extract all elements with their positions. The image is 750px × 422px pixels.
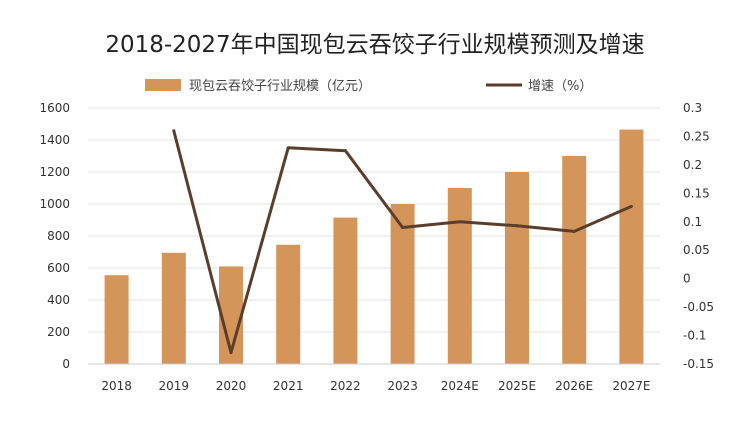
left-tick-label: 400 (47, 293, 70, 307)
x-tick-label: 2023 (387, 379, 418, 393)
left-tick-label: 1600 (39, 101, 70, 115)
bar-2019 (161, 252, 186, 364)
growth-point-2021 (286, 146, 290, 150)
right-tick-label: 0.05 (683, 243, 710, 257)
legend-swatch-bar (145, 79, 181, 91)
growth-point-2027E (629, 204, 633, 208)
legend-label-line: 增速（%） (528, 79, 592, 94)
bar-2026E (562, 156, 587, 364)
left-tick-label: 600 (47, 261, 70, 275)
bar-2022 (333, 217, 358, 364)
growth-point-2025E (515, 224, 519, 228)
growth-point-2023 (401, 225, 405, 229)
x-tick-label: 2024E (441, 379, 479, 393)
right-tick-label: -0.05 (683, 300, 714, 314)
right-tick-label: 0.25 (683, 129, 710, 143)
growth-point-2024E (458, 220, 462, 224)
right-tick-label: 0 (683, 272, 691, 286)
right-axis: -0.15 -0.1 -0.05 0 0.05 0.1 0.15 0.2 0.25 0.3 (683, 101, 714, 371)
growth-point-2026E (572, 229, 576, 233)
bar-2027E (619, 129, 644, 364)
x-tick-label: 2020 (216, 379, 247, 393)
chart-legend: 现包云吞饺子行业规模（亿元） 增速（%） (145, 79, 592, 94)
right-tick-label: 0.2 (683, 158, 702, 172)
bars-layer (104, 129, 644, 364)
right-tick-label: 0.15 (683, 186, 710, 200)
growth-point-2020 (229, 351, 233, 355)
bar-2018 (104, 275, 129, 364)
x-tick-label: 2019 (159, 379, 190, 393)
bar-2024E (447, 188, 472, 364)
left-tick-label: 800 (47, 229, 70, 243)
x-tick-label: 2022 (330, 379, 361, 393)
left-tick-label: 1000 (39, 197, 70, 211)
left-tick-label: 1400 (39, 133, 70, 147)
x-tick-label: 2025E (498, 379, 536, 393)
legend-label-bar: 现包云吞饺子行业规模（亿元） (189, 79, 371, 94)
left-axis: 0 200 400 600 800 1000 1200 1400 1600 (39, 101, 70, 371)
x-tick-label: 2027E (612, 379, 650, 393)
left-tick-label: 1200 (39, 165, 70, 179)
growth-point-2022 (343, 149, 347, 153)
x-tick-label: 2026E (555, 379, 593, 393)
x-axis: 2018 2019 2020 2021 2022 2023 2024E 2025E 2026E 2… (88, 363, 660, 393)
bar-2021 (276, 244, 301, 364)
x-tick-label: 2018 (101, 379, 132, 393)
right-tick-label: 0.3 (683, 101, 702, 115)
bar-2023 (390, 204, 415, 364)
right-tick-label: 0.1 (683, 215, 702, 229)
left-tick-label: 200 (47, 325, 70, 339)
x-tick-label: 2021 (273, 379, 304, 393)
bar-2025E (505, 172, 529, 364)
left-tick-label: 0 (62, 357, 70, 371)
growth-point-2019 (172, 129, 176, 133)
line-layer (172, 129, 633, 355)
right-tick-label: -0.1 (683, 329, 706, 343)
chart-title: 2018-2027年中国现包云吞饺子行业规模预测及增速 (105, 32, 644, 58)
right-tick-label: -0.15 (683, 357, 714, 371)
